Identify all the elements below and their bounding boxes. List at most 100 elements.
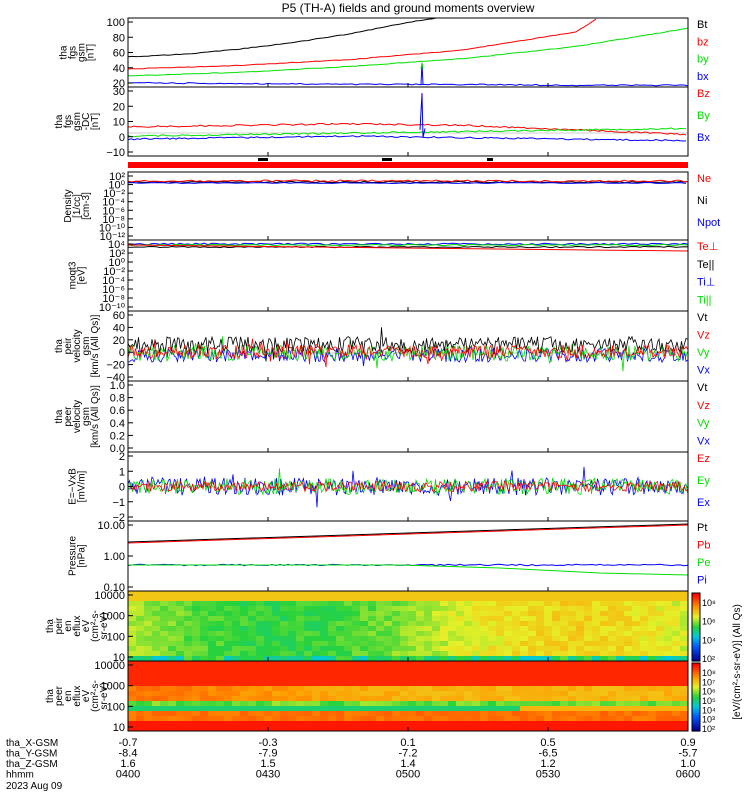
spectrogram-cell xyxy=(504,691,513,697)
spectrogram-cell xyxy=(648,646,657,652)
spectrogram-cell xyxy=(544,626,553,632)
spectrogram-cell xyxy=(512,651,521,657)
spectrogram-cell xyxy=(632,596,641,602)
spectrogram-cell xyxy=(560,616,569,622)
spectrogram-cell xyxy=(600,686,609,692)
spectrogram-cell xyxy=(616,696,625,702)
spectrogram-cell xyxy=(600,611,609,617)
spectrogram-cell xyxy=(384,591,393,597)
spectrogram-cell xyxy=(248,711,257,717)
spectrogram-cell xyxy=(336,631,345,637)
spectrogram-cell xyxy=(352,666,361,672)
spectrogram-cell xyxy=(664,656,673,662)
spectrogram-cell xyxy=(392,716,401,722)
spectrogram-cell xyxy=(496,616,505,622)
spectrogram-cell xyxy=(240,641,249,647)
spectrogram-cell xyxy=(224,686,233,692)
spectrogram-cell xyxy=(176,701,185,707)
spectrogram-cell xyxy=(408,716,417,722)
spectrogram-cell xyxy=(256,661,265,667)
spectrogram-cell xyxy=(464,646,473,652)
spectrogram-cell xyxy=(416,666,425,672)
spectrogram-cell xyxy=(400,701,409,707)
spectrogram-cell xyxy=(672,626,681,632)
spectrogram-cell xyxy=(176,696,185,702)
spectrogram-cell xyxy=(408,686,417,692)
spectrogram-cell xyxy=(480,601,489,607)
spectrogram-cell xyxy=(592,591,601,597)
spectrogram-cell xyxy=(640,596,649,602)
spectrogram-cell xyxy=(320,641,329,647)
spectrogram-cell xyxy=(248,626,257,632)
spectrogram-cell xyxy=(152,716,161,722)
spectrogram-cell xyxy=(440,641,449,647)
spectrogram-cell xyxy=(216,646,225,652)
spectrogram-cell xyxy=(272,616,281,622)
spectrogram-cell xyxy=(208,706,217,712)
spectrogram-cell xyxy=(136,691,145,697)
spectrogram-cell xyxy=(176,706,185,712)
spectrogram-cell xyxy=(568,706,577,712)
spectrogram-cell xyxy=(392,636,401,642)
spectrogram-cell xyxy=(512,711,521,717)
spectrogram-cell xyxy=(224,611,233,617)
spectrogram-cell xyxy=(216,661,225,667)
spectrogram-cell xyxy=(424,726,433,732)
spectrogram-cell xyxy=(544,606,553,612)
spectrogram-cell xyxy=(616,701,625,707)
legend-label-bz: bz xyxy=(697,36,709,48)
spectrogram-cell xyxy=(376,666,385,672)
spectrogram-cell xyxy=(664,686,673,692)
spectrogram-cell xyxy=(416,621,425,627)
spectrogram-cell xyxy=(664,716,673,722)
spectrogram-cell xyxy=(256,666,265,672)
spectrogram-cell xyxy=(504,591,513,597)
spectrogram-cell xyxy=(360,656,369,662)
spectrogram-cell xyxy=(136,666,145,672)
spectrogram-cell xyxy=(512,671,521,677)
spectrogram-cell xyxy=(456,596,465,602)
spectrogram-cell xyxy=(232,651,241,657)
spectrogram-cell xyxy=(624,646,633,652)
spectrogram-cell xyxy=(296,721,305,727)
spectrogram-cell xyxy=(160,616,169,622)
spectrogram-cell xyxy=(144,706,153,712)
spectrogram-cell xyxy=(560,656,569,662)
spectrogram-cell xyxy=(432,631,441,637)
spectrogram-cell xyxy=(248,716,257,722)
spectrogram-cell xyxy=(464,616,473,622)
spectrogram-cell xyxy=(280,701,289,707)
spectrogram-cell xyxy=(456,681,465,687)
spectrogram-cell xyxy=(392,606,401,612)
spectrogram-cell xyxy=(416,686,425,692)
spectrogram-cell xyxy=(248,646,257,652)
spectrogram-cell xyxy=(472,636,481,642)
spectrogram-cell xyxy=(216,641,225,647)
colorbar-cell xyxy=(692,701,700,705)
spectrogram-cell xyxy=(176,591,185,597)
spectrogram-cell xyxy=(472,651,481,657)
spectrogram-cell xyxy=(232,641,241,647)
spectrogram-cell xyxy=(352,716,361,722)
spectrogram-cell xyxy=(312,701,321,707)
spectrogram-cell xyxy=(336,626,345,632)
spectrogram-cell xyxy=(168,636,177,642)
colorbar-cell xyxy=(692,627,700,630)
spectrogram-cell xyxy=(344,596,353,602)
spectrogram-cell xyxy=(408,656,417,662)
spectrogram-cell xyxy=(328,621,337,627)
spectrogram-cell xyxy=(448,591,457,597)
spectrogram-cell xyxy=(552,701,561,707)
spectrogram-cell xyxy=(360,711,369,717)
spectrogram-cell xyxy=(656,601,665,607)
spectrogram-cell xyxy=(360,661,369,667)
spectrogram-cell xyxy=(592,711,601,717)
spectrogram-cell xyxy=(528,651,537,657)
spectrogram-cell xyxy=(648,716,657,722)
spectrogram-cell xyxy=(232,591,241,597)
spectrogram-cell xyxy=(216,716,225,722)
spectrogram-cell xyxy=(368,671,377,677)
spectrogram-cell xyxy=(664,626,673,632)
panel-frame xyxy=(127,17,689,88)
spectrogram-cell xyxy=(576,726,585,732)
